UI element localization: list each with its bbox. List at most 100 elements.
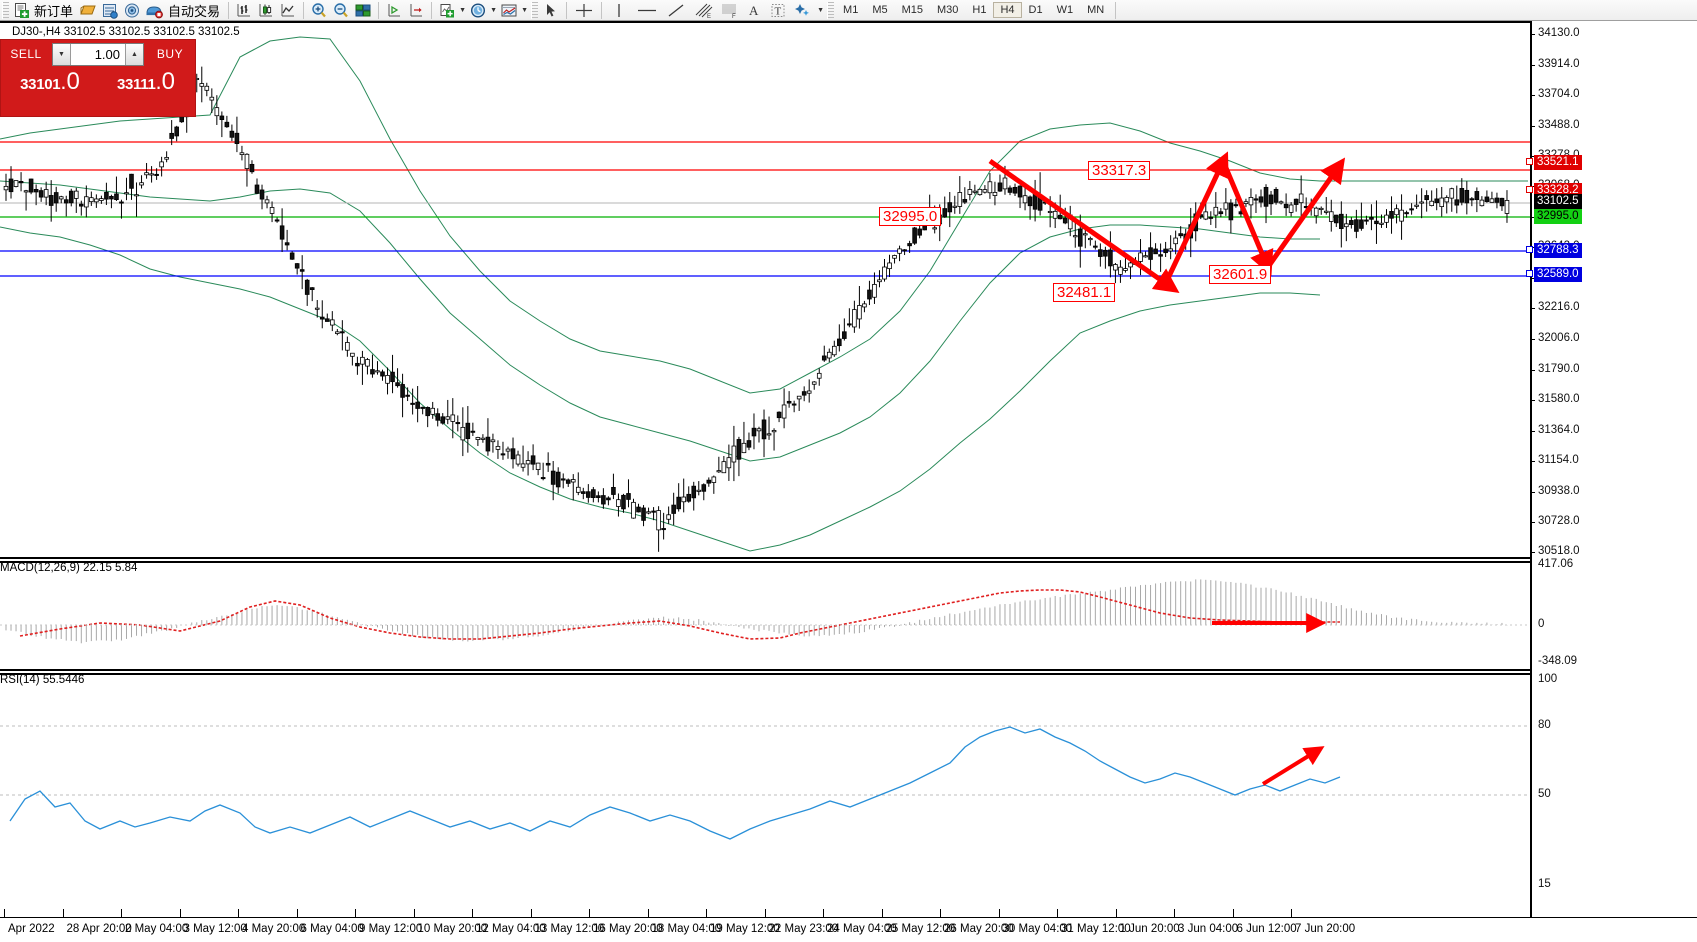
templates-caret-icon[interactable]: ▼ [521, 6, 528, 14]
timeframe-w1[interactable]: W1 [1056, 4, 1074, 16]
text-label-tool[interactable]: T [766, 1, 790, 20]
one-click-trading-panel[interactable]: SELL ▼ 1.00 ▲ BUY 33101 . 0 33111 . 0 [0, 39, 196, 117]
price-tick-mark [1530, 126, 1535, 128]
auto-scroll-button[interactable] [405, 1, 427, 20]
sell-price-main: 33101 [20, 76, 61, 93]
time-label-6: 9 May 12:00 [359, 923, 423, 935]
price-tag-32788-handle[interactable] [1526, 246, 1533, 253]
horizontal-line-tool[interactable] [632, 1, 662, 20]
time-tick-11 [647, 909, 649, 917]
annotation-32481[interactable]: 32481.1 [1053, 283, 1116, 302]
price-tag-32995[interactable]: 32995.0 [1534, 209, 1582, 224]
auto-trading-icon [146, 5, 163, 18]
timeframe-h1[interactable]: H1 [972, 4, 987, 16]
price-tick-mark [1530, 430, 1535, 432]
toolbar-grip[interactable] [2, 1, 9, 19]
price-tag-32788[interactable]: 32788.3 [1534, 243, 1582, 258]
indicators-button[interactable] [436, 1, 458, 20]
volume-stepper[interactable]: ▼ 1.00 ▲ [52, 42, 144, 66]
price-tag-33521-handle[interactable] [1526, 158, 1533, 165]
zoom-in-button[interactable] [308, 1, 330, 20]
new-order-icon [15, 2, 29, 18]
volume-decrement-button[interactable]: ▼ [53, 43, 71, 65]
volume-increment-button[interactable]: ▲ [125, 43, 143, 65]
price-pane-bottom-border [0, 557, 1530, 559]
trendline-tool[interactable] [662, 1, 690, 20]
periods-caret-icon[interactable]: ▼ [490, 6, 497, 14]
rsi-tick-100: 100 [1538, 673, 1558, 685]
price-tick-label-31154: 31154.0 [1538, 453, 1579, 466]
new-order-label[interactable]: 新订单 [34, 4, 74, 20]
time-label-11: 18 May 04:00 [651, 923, 722, 935]
cursor-tool[interactable] [540, 1, 562, 20]
forecast-arrow-down-2 [1223, 167, 1274, 276]
line-chart-button[interactable] [277, 1, 299, 20]
tile-windows-icon [355, 4, 371, 16]
auto-trading-button[interactable] [143, 1, 166, 20]
shapes-tool[interactable] [790, 1, 816, 20]
trendline-icon [668, 3, 684, 17]
buy-price-last: 0 [161, 68, 176, 95]
price-tag-33521[interactable]: 33521.1 [1534, 155, 1582, 170]
chart-shift-button[interactable] [383, 1, 405, 20]
equidistant-channel-tool[interactable]: E [690, 1, 716, 20]
time-tick-15 [881, 909, 883, 917]
candlestick-button[interactable] [255, 1, 277, 20]
crosshair-icon [576, 3, 593, 17]
price-tag-33328-handle[interactable] [1526, 186, 1533, 193]
timeframe-d1[interactable]: D1 [1028, 4, 1043, 16]
clock-icon [471, 2, 486, 18]
periods-button[interactable] [467, 1, 489, 20]
price-tag-33102[interactable]: 33102.5 [1534, 194, 1582, 209]
price-tick-label-31580: 31580.0 [1538, 392, 1580, 405]
timeframe-m1[interactable]: M1 [843, 4, 859, 16]
timeframe-mn[interactable]: MN [1087, 4, 1105, 16]
toolbar-grip-2[interactable] [531, 1, 539, 19]
new-order-button[interactable] [11, 1, 32, 20]
annotation-32995[interactable]: 32995.0 [879, 207, 942, 226]
navigator-button[interactable] [121, 1, 143, 20]
tile-windows-button[interactable] [352, 1, 374, 20]
timeframe-m5[interactable]: M5 [872, 4, 888, 16]
chart-container[interactable]: DJ30-,H4 33102.5 33102.5 33102.5 33102.5 [0, 21, 1697, 942]
expert-advisors-button[interactable] [77, 1, 99, 20]
price-tag-32589-handle[interactable] [1526, 270, 1533, 277]
timeframe-m30[interactable]: M30 [937, 4, 959, 16]
fibonacci-tool[interactable]: F [716, 1, 742, 20]
vertical-line-icon [618, 3, 620, 17]
annotation-32601[interactable]: 32601.9 [1209, 265, 1272, 284]
buy-quote[interactable]: 33111 . 0 [99, 68, 193, 114]
price-tag-32589[interactable]: 32589.0 [1534, 267, 1582, 282]
bar-chart-button[interactable] [233, 1, 255, 20]
time-tick-1 [62, 909, 64, 917]
data-window-button[interactable] [99, 1, 121, 20]
rsi-tick-50: 50 [1538, 788, 1551, 800]
auto-trading-label[interactable]: 自动交易 [168, 4, 221, 20]
time-tick-13 [764, 909, 766, 917]
templates-button[interactable] [498, 1, 520, 20]
line-chart-icon [281, 3, 295, 16]
buy-button[interactable]: BUY [156, 47, 184, 61]
time-tick-7 [413, 909, 415, 917]
time-label-19: 1 Jun 20:00 [1119, 923, 1180, 935]
indicators-caret-icon[interactable]: ▼ [459, 6, 466, 14]
text-tool[interactable]: A [742, 1, 766, 20]
timeframe-m15[interactable]: M15 [901, 4, 923, 16]
shapes-caret-icon[interactable]: ▼ [817, 6, 824, 14]
toolbar-grip-3[interactable] [827, 1, 835, 19]
zoom-out-button[interactable] [330, 1, 352, 20]
sell-button[interactable]: SELL [10, 47, 42, 61]
price-tick-mark [1530, 156, 1535, 158]
time-label-8: 12 May 04:00 [476, 923, 546, 935]
volume-value[interactable]: 1.00 [94, 46, 120, 62]
sell-quote[interactable]: 33101 . 0 [3, 68, 97, 114]
price-tick-label-30938: 30938.0 [1538, 484, 1580, 497]
time-label-21: 6 Jun 12:00 [1236, 923, 1297, 935]
annotation-33317[interactable]: 33317.3 [1088, 161, 1151, 180]
toolbar-separator-3 [378, 1, 380, 19]
time-label-0: Apr 2022 [8, 923, 55, 935]
vertical-line-tool[interactable] [606, 1, 632, 20]
toolbar-separator-5 [566, 1, 568, 19]
timeframe-h4[interactable]: H4 [993, 2, 1022, 18]
crosshair-tool[interactable] [571, 1, 597, 20]
